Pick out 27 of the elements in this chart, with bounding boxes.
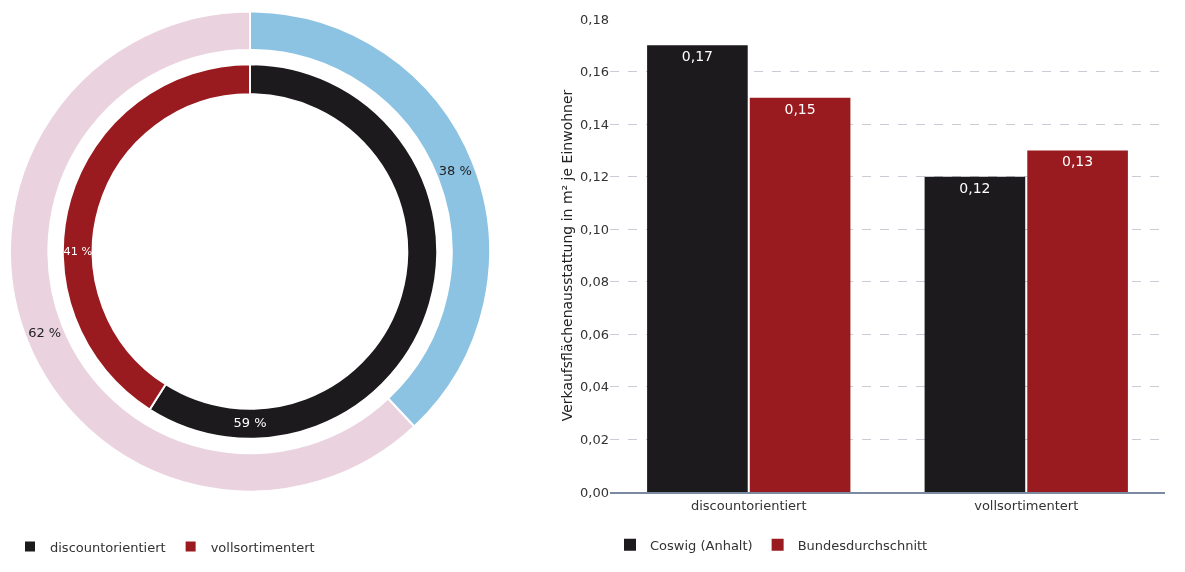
- bar: [749, 97, 851, 492]
- y-tick-label: 0,00: [580, 484, 609, 500]
- y-tick-label: 0,10: [580, 221, 609, 237]
- y-tick-label: 0,08: [580, 274, 609, 290]
- y-tick-label: 0,14: [580, 116, 609, 132]
- data-label: 38 %: [438, 162, 472, 178]
- data-label: 59 %: [233, 415, 267, 430]
- data-label: 0,17: [681, 48, 713, 65]
- legend-label: Coswig (Anhalt): [650, 537, 753, 553]
- legend-label: Bundesdurchschnitt: [797, 537, 928, 553]
- y-tick-label: 0,12: [580, 169, 609, 185]
- legend-label: vollsortimentert: [210, 539, 315, 555]
- y-axis-title: Verkaufsflächenausstattung in m² je Einwohner: [559, 89, 575, 422]
- y-tick-label: 0,16: [580, 64, 609, 80]
- y-tick-label: 0,18: [580, 11, 609, 27]
- bar: [647, 45, 748, 492]
- data-label: 0,13: [1062, 153, 1094, 170]
- y-tick-label: 0,02: [580, 431, 609, 447]
- data-label: 0,15: [784, 100, 816, 117]
- data-label: 62 %: [28, 325, 62, 341]
- data-label: 0,12: [959, 179, 991, 196]
- bar: [1027, 150, 1128, 492]
- legend-label: discountorientiert: [50, 539, 166, 555]
- bar: [924, 176, 1026, 492]
- data-label: 41 %: [63, 244, 93, 259]
- y-tick-label: 0,06: [580, 326, 609, 342]
- y-tick-label: 0,04: [580, 379, 609, 395]
